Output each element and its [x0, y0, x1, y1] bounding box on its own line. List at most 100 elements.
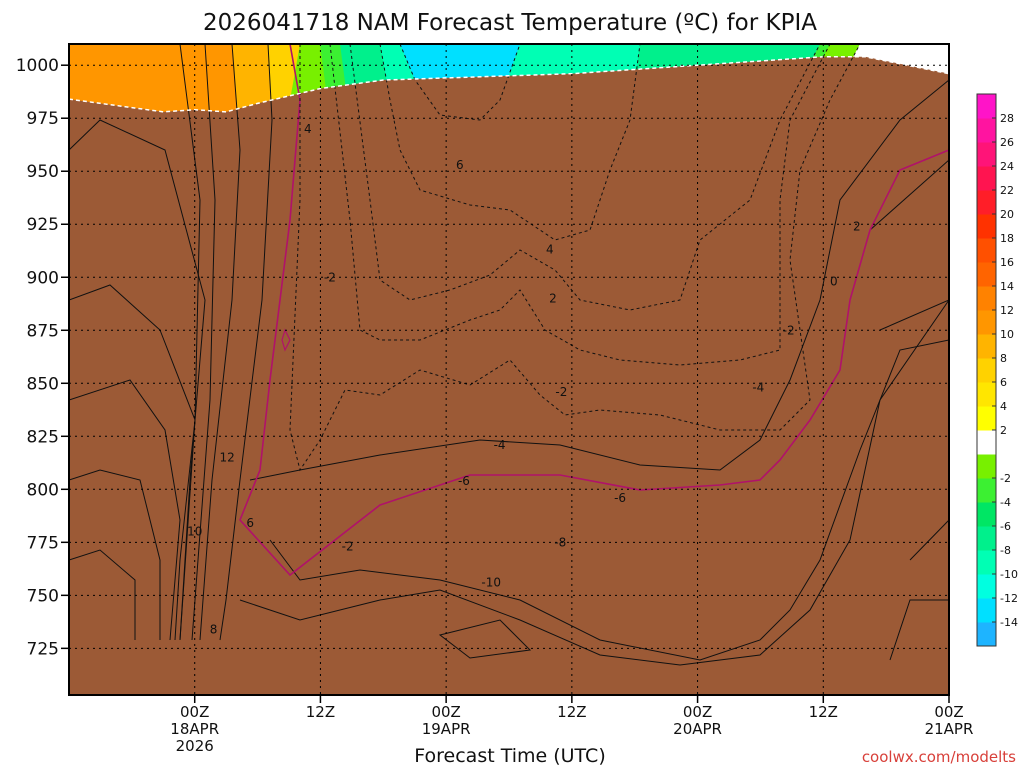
colorbar-swatch: [977, 238, 996, 263]
colorbar-swatch: [977, 550, 996, 575]
x-tick-label: 00Z: [431, 703, 460, 721]
contour-label: 4: [546, 243, 554, 257]
contour-label: -6: [458, 474, 470, 488]
colorbar-tick-label: -14: [1000, 616, 1018, 629]
contour-label: 4: [304, 122, 312, 136]
contour-label: 10: [187, 525, 202, 539]
colorbar-swatch: [977, 286, 996, 311]
colorbar-tick-label: -12: [1000, 592, 1018, 605]
colorbar-tick-label: -4: [1000, 496, 1011, 509]
x-tick-label: 2026: [176, 737, 214, 755]
y-tick-label: 950: [27, 162, 59, 182]
contour-label: 2: [853, 219, 861, 233]
y-tick-label: 775: [27, 533, 59, 553]
colorbar-tick-label: 4: [1000, 400, 1007, 413]
colorbar-swatch: [977, 310, 996, 335]
isotherm-line-right-upper: [869, 159, 949, 331]
isotherm-line: [199, 44, 241, 641]
y-tick-label: 825: [27, 427, 59, 447]
y-tick-label: 900: [27, 268, 59, 288]
isotherm-line-6c: [239, 299, 949, 666]
contour-label: 6: [456, 158, 464, 172]
x-axis-title: Forecast Time (UTC): [414, 745, 605, 767]
contour-label: 0: [830, 274, 838, 288]
colorbar-tick-label: 20: [1000, 208, 1014, 221]
colorbar-tick-label: 22: [1000, 184, 1014, 197]
colorbar-tick-label: 10: [1000, 328, 1014, 341]
colorbar-swatch: [977, 430, 996, 455]
isotherm-line-neg10c: [399, 44, 521, 121]
colorbar-tick-label: 8: [1000, 352, 1007, 365]
y-tick-label: 875: [27, 321, 59, 341]
colorbar-tick-label: 26: [1000, 136, 1014, 149]
colorbar-swatch: [977, 166, 996, 191]
contour-label: 2: [549, 291, 557, 305]
colorbar-swatch: [977, 118, 996, 143]
colorbar-swatch: [977, 358, 996, 383]
colorbar-swatch: [977, 406, 996, 431]
y-axis: 725 750 775 800 825 850 875 900 925 950 975 1000: [16, 56, 69, 659]
colorbar-tick-label: 12: [1000, 304, 1014, 317]
freezing-line-pocket: [281, 328, 291, 352]
isotherm-line: [69, 549, 136, 640]
colorbar-swatch: [977, 454, 996, 479]
isotherm-line: [179, 44, 201, 641]
y-tick-label: 725: [27, 639, 59, 659]
x-tick-label: 20APR: [673, 720, 722, 738]
contour-label-bg: [957, 435, 975, 449]
isotherm-line: [69, 469, 161, 640]
contour-label: -2: [342, 540, 354, 554]
x-tick-label: 00Z: [683, 703, 712, 721]
isotherm-line-2c: [249, 79, 949, 481]
y-tick-label: 1000: [16, 56, 59, 76]
contour-label: -6: [614, 491, 626, 505]
credit-link[interactable]: coolwx.com/modelts: [862, 748, 1016, 766]
grid-lines: [69, 44, 949, 695]
colorbar-tick-label: 18: [1000, 232, 1014, 245]
y-tick-label: 925: [27, 215, 59, 235]
colorbar-tick-label: 28: [1000, 112, 1014, 125]
colorbar-tick-label: -2: [1000, 472, 1011, 485]
x-tick-label: 12Z: [306, 703, 335, 721]
isotherm-line: [69, 119, 206, 641]
colorbar-swatch: [977, 262, 996, 287]
isotherm-line-neg2c: [289, 44, 861, 472]
isotherm-line-right: [889, 519, 949, 661]
x-tick-label: 19APR: [422, 720, 471, 738]
contour-line-layer: [69, 44, 949, 666]
plot-frame: [68, 43, 950, 696]
temperature-fill-layer: [69, 44, 949, 695]
y-tick-label: 975: [27, 109, 59, 129]
colorbar-swatch: [977, 190, 996, 215]
isotherm-line: [191, 44, 216, 641]
contour-label: -2: [783, 323, 795, 337]
y-tick-label: 800: [27, 480, 59, 500]
contour-label: -8: [554, 535, 566, 549]
contour-label: 8: [210, 622, 218, 636]
colorbar-swatch: [977, 502, 996, 527]
colorbar-swatch: [977, 574, 996, 599]
colorbar-swatch: [977, 334, 996, 359]
y-tick-label: 750: [27, 586, 59, 606]
isotherm-line: [69, 284, 196, 641]
x-tick-label: 21APR: [925, 720, 974, 738]
contour-label: -6: [960, 436, 972, 450]
colorbar-swatch: [977, 142, 996, 167]
colorbar: 28 26 24 22 20 18 16 14 12 10 8 6 4 2 -2 -4 -6 -8 -10 -12 -1…: [976, 93, 1018, 647]
colorbar-tick-label: -8: [1000, 544, 1011, 557]
colorbar-tick-label: -10: [1000, 568, 1018, 581]
x-tick-label: 12Z: [809, 703, 838, 721]
isotherm-line-neg8c: [379, 44, 641, 241]
freezing-line-0c: [239, 44, 949, 577]
colorbar-tick-label: 14: [1000, 280, 1014, 293]
colorbar-tick-label: 2: [1000, 424, 1007, 437]
surface-pressure-line: [69, 55, 949, 113]
colorbar-tick-label: 24: [1000, 160, 1014, 173]
isotherm-line: [69, 379, 181, 641]
contour-label: -10: [481, 576, 501, 590]
contour-label: -2: [324, 270, 336, 284]
contour-label: -2: [555, 385, 567, 399]
x-tick-label: 00Z: [180, 703, 209, 721]
isotherm-line-neg6c: [349, 44, 821, 311]
